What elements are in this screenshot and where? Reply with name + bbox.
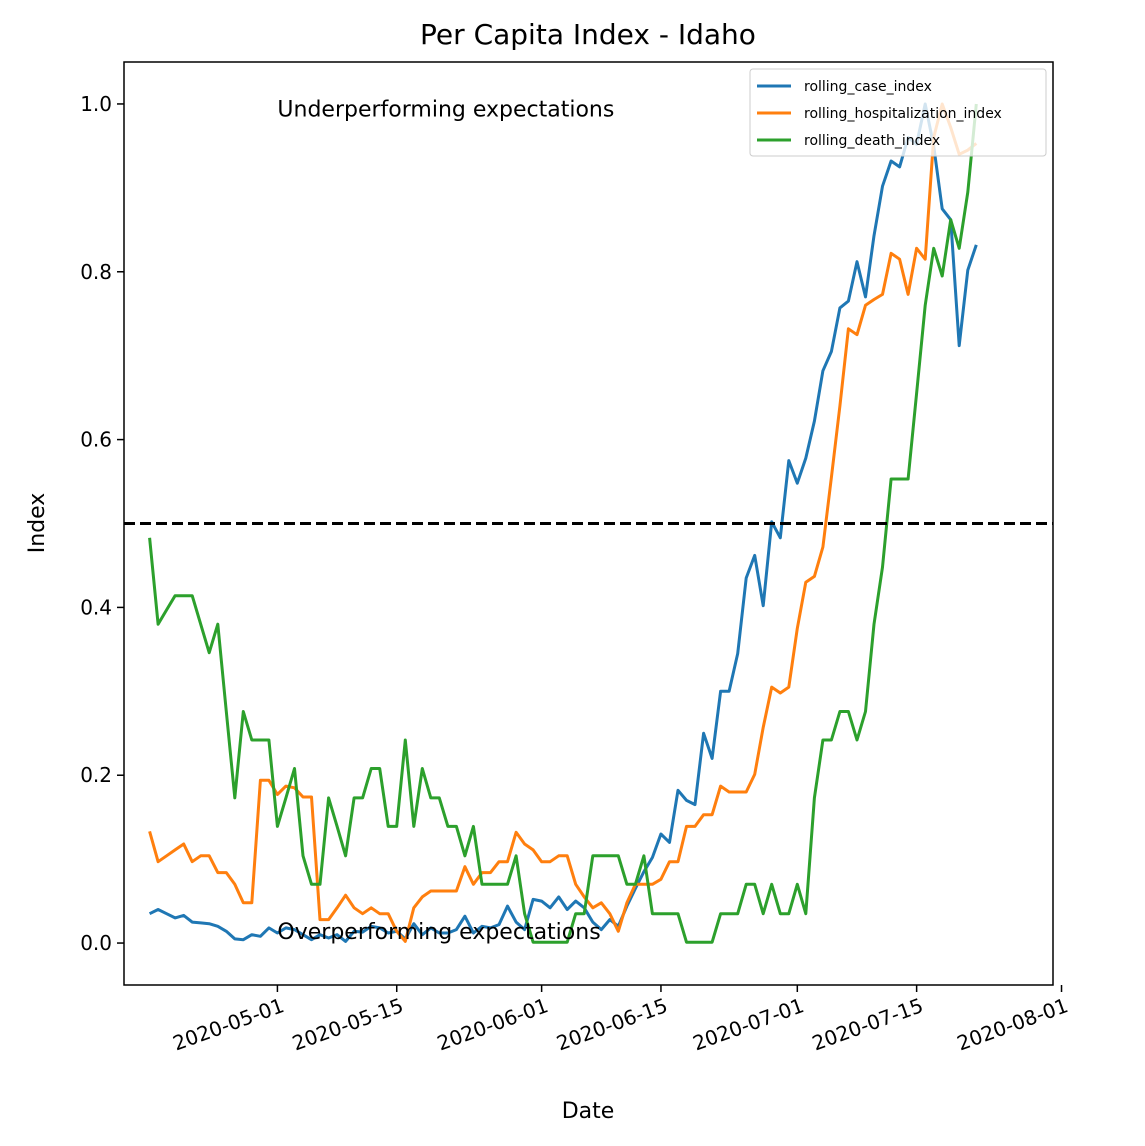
axes-frame: [123, 61, 1054, 986]
y-tick-label: 0.0: [80, 931, 112, 955]
y-tick-label: 0.8: [80, 260, 112, 284]
plot-area: Underperforming expectations Overperformi…: [124, 98, 1053, 945]
legend-box: [749, 68, 1047, 157]
legend-label-rolling_hospitalization_index: rolling_hospitalization_index: [804, 106, 1002, 122]
y-tick-label: 0.6: [80, 428, 112, 452]
series-line-rolling_case_index: [148, 102, 978, 943]
series-line-rolling_death_index: [148, 103, 978, 944]
annotation-underperforming: Underperforming expectations: [277, 98, 614, 123]
y-axis-label: Index: [25, 493, 50, 554]
annotation-overperforming: Overperforming expectations: [277, 920, 600, 945]
y-tick-label: 0.2: [80, 763, 112, 787]
series-line-rolling_hospitalization_index: [148, 102, 978, 943]
plot-content: [124, 102, 1053, 944]
x-axis-label: Date: [562, 1099, 615, 1124]
chart-title: Per Capita Index - Idaho: [420, 18, 756, 51]
y-tick-label: 0.4: [80, 595, 112, 619]
legend: rolling_case_index rolling_hospitalizatio…: [749, 68, 1047, 157]
legend-label-rolling_case_index: rolling_case_index: [804, 79, 932, 95]
legend-label-rolling_death_index: rolling_death_index: [804, 133, 940, 149]
y-tick-label: 1.0: [80, 92, 112, 116]
